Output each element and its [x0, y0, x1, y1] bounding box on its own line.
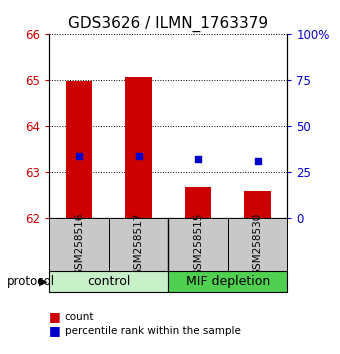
- Text: GSM258530: GSM258530: [253, 213, 262, 276]
- Text: ▶: ▶: [39, 276, 48, 286]
- Text: ■: ■: [49, 325, 61, 337]
- Text: count: count: [65, 312, 94, 322]
- Text: percentile rank within the sample: percentile rank within the sample: [65, 326, 240, 336]
- Bar: [49, 271, 168, 292]
- Text: GSM258515: GSM258515: [193, 212, 203, 276]
- Point: [136, 153, 141, 159]
- Bar: [49, 218, 109, 271]
- Bar: [228, 218, 287, 271]
- Bar: [66, 81, 92, 218]
- Bar: [109, 218, 168, 271]
- Text: GSM258516: GSM258516: [74, 212, 84, 276]
- Text: GSM258517: GSM258517: [134, 212, 143, 276]
- Point: [195, 156, 201, 162]
- Text: ■: ■: [49, 310, 61, 323]
- Text: MIF depletion: MIF depletion: [186, 275, 270, 288]
- Bar: [125, 78, 152, 218]
- Point: [255, 158, 260, 164]
- Bar: [185, 187, 211, 218]
- Text: protocol: protocol: [7, 275, 55, 288]
- Point: [76, 153, 82, 159]
- Bar: [168, 271, 287, 292]
- Bar: [244, 192, 271, 218]
- Title: GDS3626 / ILMN_1763379: GDS3626 / ILMN_1763379: [68, 16, 268, 32]
- Text: control: control: [87, 275, 131, 288]
- Bar: [168, 218, 228, 271]
